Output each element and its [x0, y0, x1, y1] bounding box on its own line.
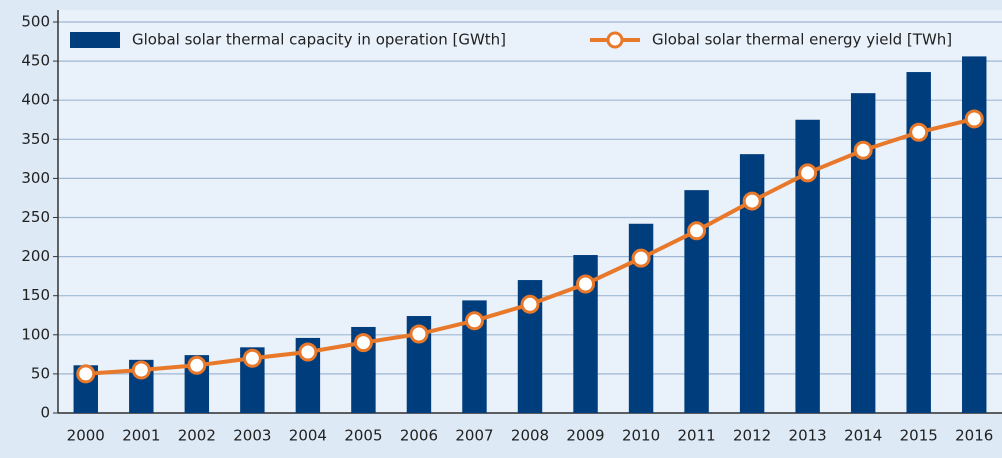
line-marker [464, 311, 484, 331]
y-tick-label: 200 [21, 247, 50, 265]
line-marker [576, 274, 596, 294]
y-tick-label: 50 [31, 364, 50, 382]
x-tick-label: 2015 [900, 427, 938, 445]
line-marker [964, 109, 984, 129]
x-tick-label: 2010 [622, 427, 660, 445]
line-marker [853, 140, 873, 160]
y-tick-label: 500 [21, 13, 50, 31]
y-tick-label: 100 [21, 325, 50, 343]
x-tick-label: 2001 [122, 427, 160, 445]
line-marker [242, 348, 262, 368]
x-tick-label: 2011 [677, 427, 715, 445]
legend-label: Global solar thermal energy yield [TWh] [652, 31, 952, 49]
x-tick-label: 2008 [511, 427, 549, 445]
line-marker [909, 122, 929, 142]
y-tick-label: 450 [21, 52, 50, 70]
x-tick-label: 2009 [566, 427, 604, 445]
x-tick-label: 2016 [955, 427, 993, 445]
x-tick-label: 2007 [455, 427, 493, 445]
line-marker [520, 294, 540, 314]
y-tick-label: 400 [21, 91, 50, 109]
line-marker [76, 364, 96, 384]
line-marker [131, 360, 151, 380]
line-marker [687, 221, 707, 241]
y-tick-label: 250 [21, 208, 50, 226]
x-tick-label: 2005 [344, 427, 382, 445]
y-tick-label: 150 [21, 286, 50, 304]
line-marker [742, 191, 762, 211]
line-marker [409, 324, 429, 344]
x-tick-label: 2000 [67, 427, 105, 445]
x-tick-label: 2012 [733, 427, 771, 445]
x-tick-label: 2002 [178, 427, 216, 445]
y-tick-label: 350 [21, 130, 50, 148]
x-tick-label: 2013 [789, 427, 827, 445]
line-marker [298, 342, 318, 362]
y-tick-label: 0 [40, 404, 50, 422]
legend-swatch [606, 31, 624, 49]
line-marker [353, 333, 373, 353]
x-tick-label: 2003 [233, 427, 271, 445]
line-marker [631, 248, 651, 268]
x-tick-label: 2004 [289, 427, 327, 445]
line-marker [187, 355, 207, 375]
x-tick-label: 2006 [400, 427, 438, 445]
x-tick-label: 2014 [844, 427, 882, 445]
legend-swatch [70, 32, 120, 48]
legend-label: Global solar thermal capacity in operati… [132, 31, 506, 49]
y-tick-label: 300 [21, 169, 50, 187]
line-marker [798, 163, 818, 183]
